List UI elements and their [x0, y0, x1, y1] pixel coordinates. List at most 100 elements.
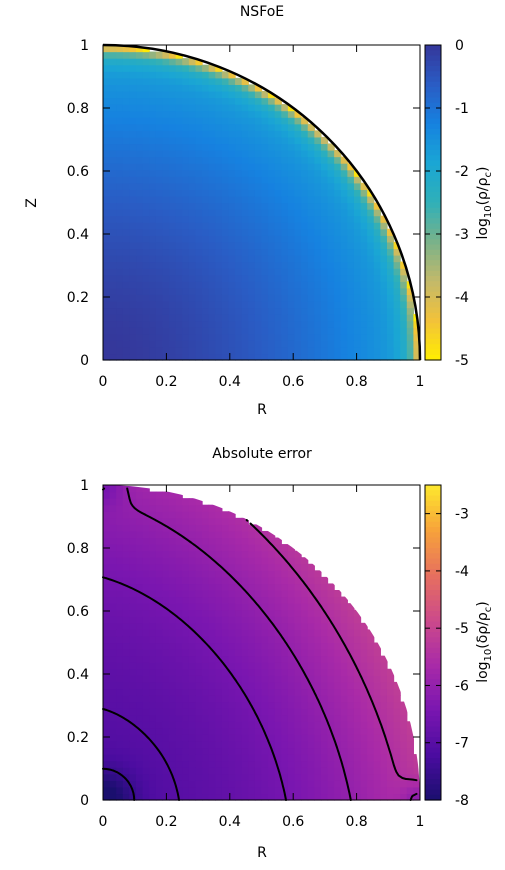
heatmap-cell: [268, 150, 276, 158]
heatmap-cell: [334, 734, 342, 742]
heatmap-cell: [340, 320, 348, 328]
heatmap-cell: [294, 635, 302, 644]
heatmap-cell: [103, 287, 111, 295]
heatmap-cell: [301, 616, 309, 624]
heatmap-cell: [268, 688, 276, 696]
heatmap-cell: [195, 590, 203, 598]
heatmap-cell: [301, 688, 309, 696]
heatmap-cell: [182, 668, 190, 676]
heatmap-cell: [142, 104, 150, 112]
heatmap-cell: [360, 195, 368, 204]
heatmap-cell: [142, 287, 150, 295]
heatmap-cell: [169, 123, 177, 131]
outside-mask: [103, 483, 422, 800]
heatmap-cell: [142, 58, 150, 66]
colorbar-segment: [425, 700, 441, 707]
heatmap-cell: [380, 255, 388, 263]
heatmap-cell: [301, 583, 309, 591]
heatmap-cell: [287, 727, 296, 735]
heatmap-cell: [202, 281, 210, 289]
heatmap-cell: [320, 740, 329, 749]
heatmap-cell: [241, 616, 249, 624]
heatmap-cell: [353, 701, 362, 709]
heatmap-cell: [188, 629, 197, 637]
heatmap-cell: [287, 570, 296, 578]
heatmap-cell: [287, 714, 296, 722]
heatmap-cell: [162, 734, 170, 742]
heatmap-cell: [301, 307, 309, 315]
heatmap-cell: [241, 537, 249, 545]
heatmap-cell: [182, 622, 190, 630]
heatmap-cell: [109, 202, 117, 210]
heatmap-cell: [136, 544, 144, 552]
heatmap-cell: [235, 701, 243, 709]
heatmap-cell: [261, 136, 269, 145]
heatmap-cell: [182, 346, 190, 355]
heatmap-cell: [162, 498, 170, 506]
heatmap-cell: [149, 714, 157, 722]
heatmap-cell: [367, 209, 375, 217]
colorbar-segment: [425, 626, 441, 633]
heatmap-cell: [281, 740, 289, 749]
heatmap-cell: [340, 786, 348, 795]
heatmap-cell: [254, 176, 263, 184]
heatmap-cell: [182, 727, 190, 735]
heatmap-cell: [268, 287, 276, 295]
heatmap-cell: [261, 590, 269, 598]
heatmap-cell: [294, 681, 302, 690]
heatmap-cell: [202, 97, 210, 105]
heatmap-cell: [142, 524, 150, 532]
heatmap-cell: [169, 675, 177, 683]
heatmap-cell: [169, 701, 177, 709]
heatmap-cell: [169, 537, 177, 545]
heatmap-cell: [261, 261, 269, 269]
heatmap-cell: [393, 740, 401, 749]
heatmap-cell: [188, 537, 197, 545]
heatmap-cell: [129, 215, 137, 223]
heatmap-cell: [301, 557, 309, 565]
heatmap-cell: [149, 327, 157, 335]
heatmap-cell: [188, 708, 197, 716]
heatmap-cell: [307, 228, 315, 236]
heatmap-cell: [406, 340, 414, 348]
colorbar-segment: [425, 276, 441, 282]
heatmap-cell: [327, 235, 335, 243]
heatmap-cell: [109, 261, 117, 269]
heatmap-cell: [268, 117, 276, 125]
heatmap-cell: [347, 740, 355, 749]
heatmap-cell: [188, 156, 197, 164]
heatmap-cell: [195, 563, 203, 571]
heatmap-cell: [235, 760, 243, 768]
heatmap-cell: [122, 727, 131, 735]
heatmap-cell: [235, 340, 243, 348]
heatmap-cell: [122, 570, 131, 578]
heatmap-cell: [314, 294, 322, 302]
heatmap-cell: [241, 268, 249, 276]
heatmap-cell: [221, 603, 230, 611]
heatmap-cell: [149, 662, 157, 670]
heatmap-cell: [149, 261, 157, 269]
heatmap-cell: [281, 333, 289, 341]
heatmap-cell: [122, 517, 131, 525]
heatmap-cell: [261, 662, 269, 670]
heatmap-cell: [294, 287, 302, 295]
heatmap-cell: [162, 136, 170, 145]
heatmap-cell: [149, 635, 157, 644]
heatmap-cell: [268, 786, 276, 795]
heatmap-cell: [136, 754, 144, 762]
heatmap-cell: [169, 524, 177, 532]
heatmap-cell: [149, 491, 157, 499]
heatmap-cell: [162, 202, 170, 210]
heatmap-cell: [215, 649, 223, 657]
heatmap-cell: [274, 596, 282, 604]
heatmap-cell: [182, 557, 190, 565]
heatmap-cell: [182, 616, 190, 624]
heatmap-cell: [182, 287, 190, 295]
heatmap-cell: [228, 90, 236, 99]
heatmap-cell: [340, 668, 348, 676]
heatmap-cell: [235, 287, 243, 295]
heatmap-cell: [103, 307, 111, 315]
heatmap-cell: [301, 780, 309, 788]
heatmap-cell: [116, 708, 124, 716]
heatmap-cell: [380, 767, 388, 775]
